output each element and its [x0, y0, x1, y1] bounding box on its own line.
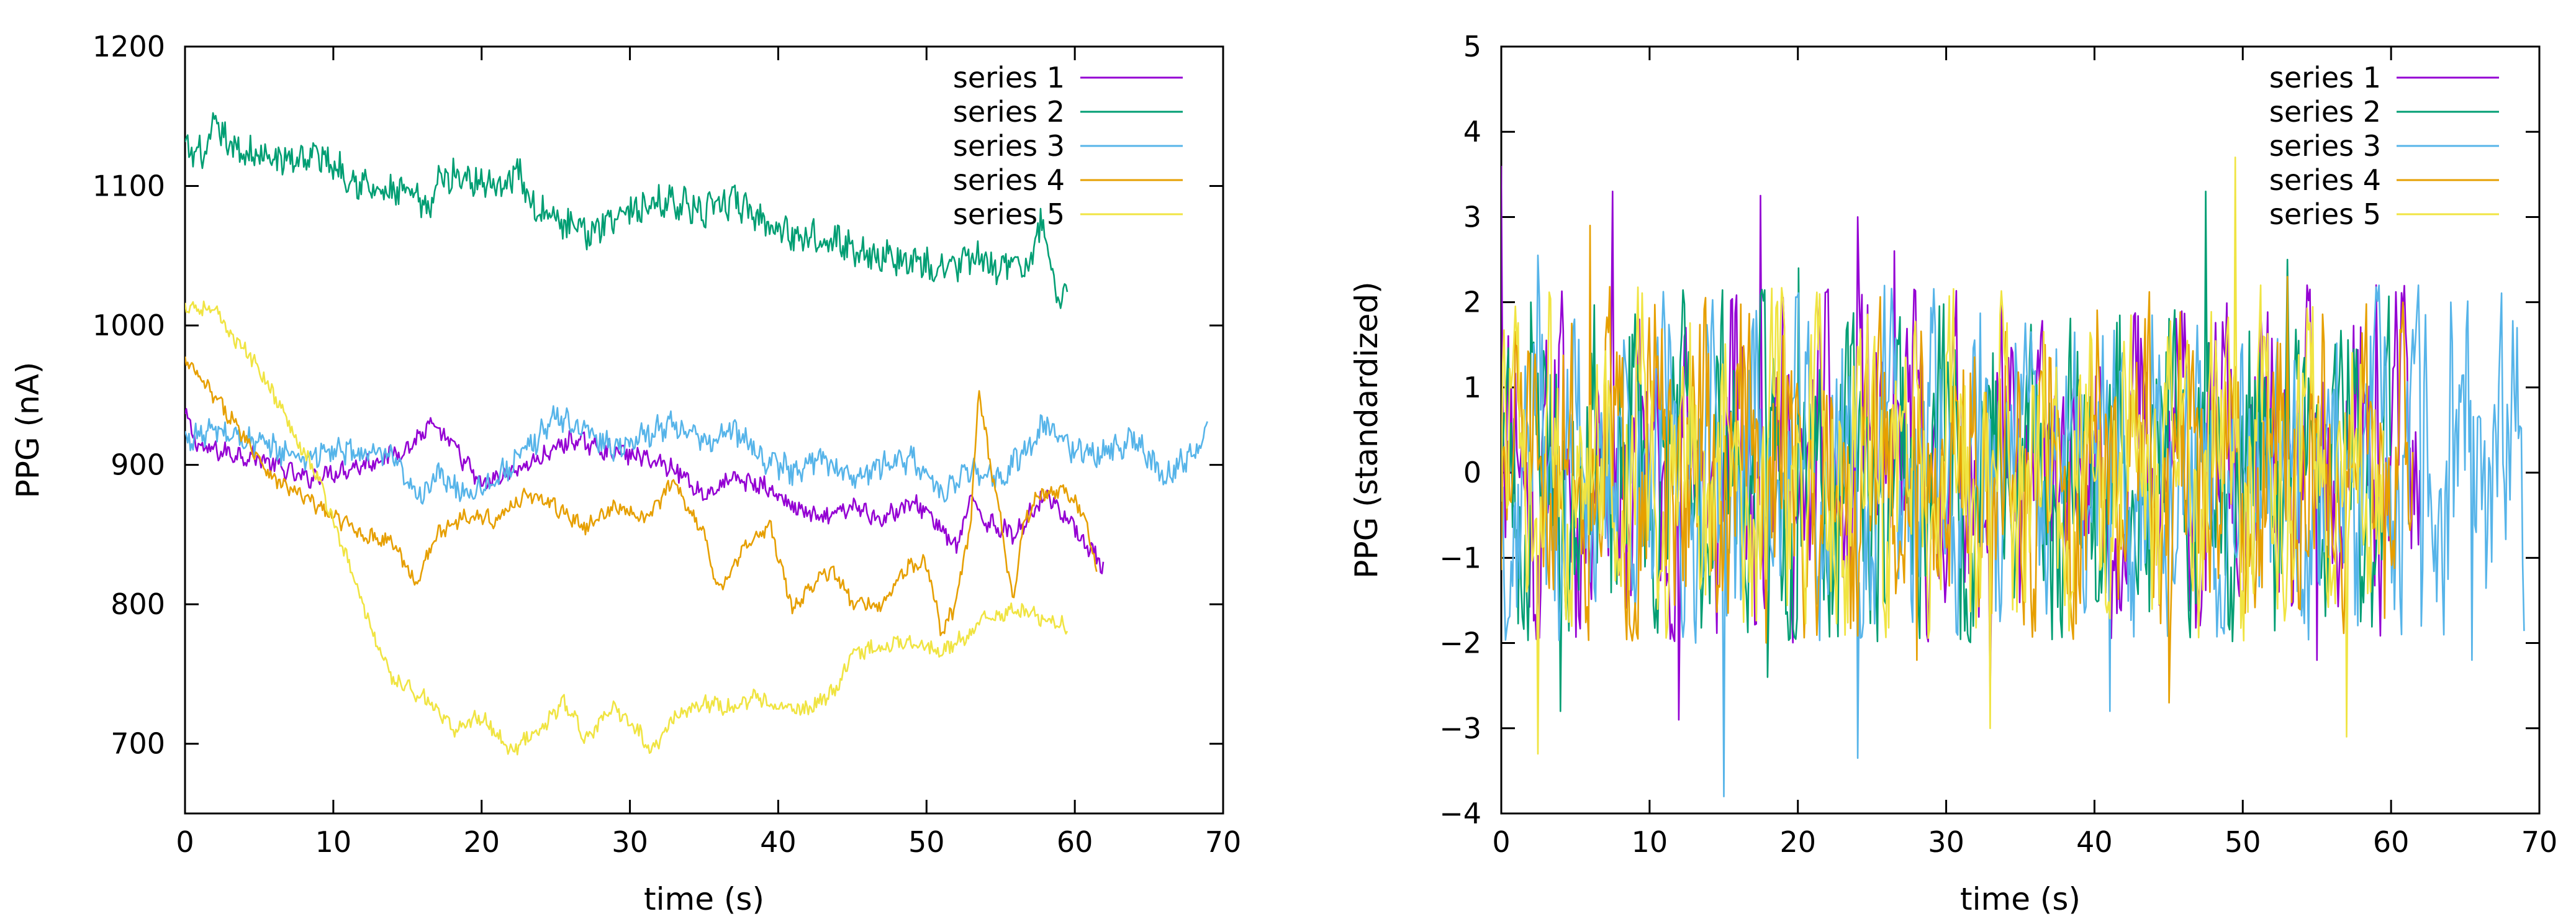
- right-legend-label: series 5: [2269, 197, 2381, 231]
- right-y-tick-label: −1: [1439, 541, 1481, 574]
- right-legend-label: series 1: [2269, 61, 2381, 94]
- left-x-tick-label: 20: [463, 825, 500, 859]
- left-x-axis-label: time (s): [644, 881, 764, 917]
- right-legend-label: series 2: [2269, 95, 2381, 129]
- left-series-5-line: [185, 301, 1069, 756]
- left-y-tick-label: 1200: [93, 30, 165, 63]
- right-x-tick-label: 60: [2373, 825, 2410, 859]
- right-y-tick-label: −2: [1439, 627, 1481, 660]
- left-x-tick-label: 50: [908, 825, 945, 859]
- left-legend-label: series 4: [953, 163, 1065, 197]
- right-y-tick-label: −3: [1439, 712, 1481, 745]
- right-x-tick-label: 20: [1779, 825, 1816, 859]
- left-y-tick-label: 900: [111, 448, 165, 482]
- right-y-tick-label: 3: [1463, 200, 1481, 233]
- right-y-tick-label: 5: [1463, 30, 1481, 63]
- right-legend-label: series 4: [2269, 163, 2381, 197]
- left-series-3-line: [185, 405, 1208, 505]
- left-series-2-line: [185, 112, 1069, 309]
- left-legend-label: series 1: [953, 61, 1065, 94]
- right-x-tick-label: 0: [1492, 825, 1510, 859]
- left-y-tick-label: 700: [111, 727, 165, 761]
- right-x-tick-label: 50: [2225, 825, 2261, 859]
- right-x-tick-label: 70: [2521, 825, 2558, 859]
- right-y-tick-label: 1: [1463, 371, 1481, 404]
- left-x-tick-label: 10: [315, 825, 352, 859]
- right-x-axis-label: time (s): [1960, 881, 2081, 917]
- left-series-1-line: [185, 408, 1105, 574]
- left-chart-panel: 0 10 20 30 40 50 60 70 700 800 900 1000 1100 1200 time…: [10, 30, 1241, 917]
- left-series-4-line: [185, 356, 1098, 636]
- left-legend-label: series 3: [953, 129, 1065, 163]
- right-chart-panel: 0 10 20 30 40 50 60 70 −4 −3 −2 −1 0 1 2 3 4 5 time (s) PPG…: [1349, 30, 2557, 917]
- left-plot-frame: [184, 45, 1224, 815]
- left-x-tick-label: 70: [1205, 825, 1242, 859]
- right-y-tick-label: 4: [1463, 115, 1481, 148]
- right-y-axis-label: PPG (standardized): [1349, 281, 1385, 578]
- right-y-tick-label: 2: [1463, 286, 1481, 319]
- left-x-tick-label: 60: [1057, 825, 1093, 859]
- right-y-tick-label: −4: [1439, 797, 1481, 830]
- left-x-tick-label: 30: [612, 825, 648, 859]
- right-series-group: [1501, 156, 2525, 797]
- right-series-5-line: [1501, 156, 2384, 755]
- left-x-tick-label: 0: [176, 825, 194, 859]
- left-y-tick-label: 800: [111, 587, 165, 621]
- left-x-tick-label: 40: [760, 825, 797, 859]
- right-x-tick-label: 40: [2076, 825, 2113, 859]
- left-series-group: [185, 112, 1208, 756]
- right-legend-label: series 3: [2269, 129, 2381, 163]
- left-y-tick-label: 1000: [93, 309, 165, 342]
- left-legend-label: series 2: [953, 95, 1065, 129]
- left-legend-label: series 5: [953, 197, 1065, 231]
- right-x-tick-label: 30: [1928, 825, 1964, 859]
- left-y-axis-label: PPG (nA): [10, 362, 46, 499]
- right-y-tick-label: 0: [1463, 456, 1481, 489]
- right-x-tick-label: 10: [1632, 825, 1668, 859]
- left-y-tick-label: 1100: [93, 170, 165, 203]
